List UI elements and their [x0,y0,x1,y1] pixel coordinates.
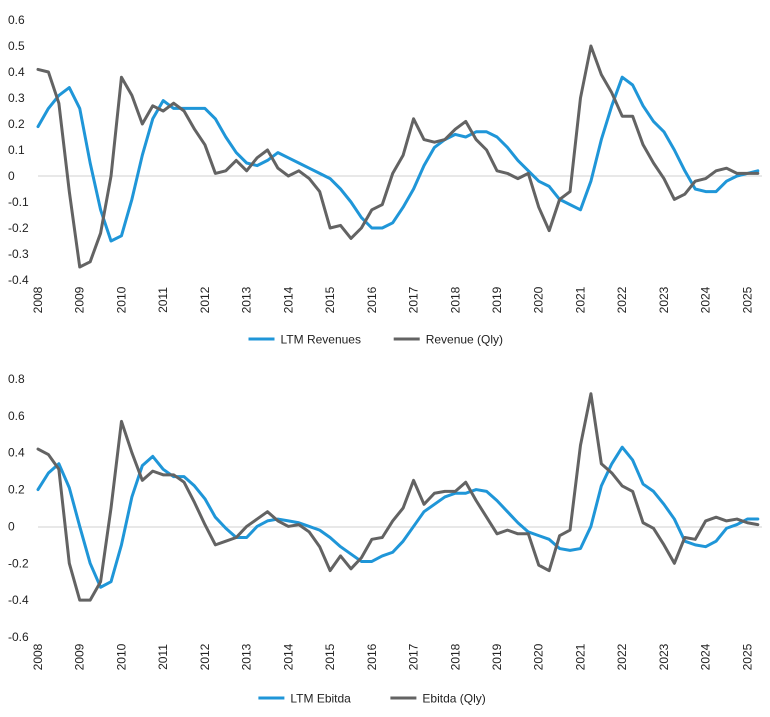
revenue-y-tick-label: -0.1 [8,195,29,209]
revenue-x-tick-label: 2014 [281,286,295,313]
ebitda-x-tick-label: 2019 [490,643,504,670]
ebitda-chart: -0.6 -0.4 -0.2 0 0.2 0.4 0.6 0.8 2008 2009 2010 201… [8,372,762,706]
revenue-x-tick-label: 2021 [573,286,587,313]
revenue-legend: LTM Revenues Revenue (Qly) [248,333,503,347]
ebitda-x-tick-label: 2021 [573,643,587,670]
revenue-y-tick-label: -0.4 [8,273,29,287]
legend-label-revenue-qly: Revenue (Qly) [426,333,503,347]
ebitda-x-tick-label: 2013 [240,643,254,670]
ebitda-x-tick-label: 2010 [114,643,128,670]
revenue-x-tick-label: 2020 [532,286,546,313]
revenue-x-tick-label: 2012 [198,286,212,313]
ebitda-x-tick-label: 2023 [657,643,671,670]
revenue-x-tick-label: 2023 [657,286,671,313]
revenue-x-tick-label: 2015 [323,286,337,313]
revenue-x-tick-label: 2010 [114,286,128,313]
ebitda-y-tick-label: 0.8 [8,372,25,386]
ebitda-legend: LTM Ebitda Ebitda (Qly) [258,692,486,706]
ebitda-x-tick-label: 2020 [532,643,546,670]
legend-label-ltm-ebitda: LTM Ebitda [290,692,351,706]
ebitda-x-tick-label: 2009 [73,643,87,670]
revenue-y-tick-label: 0.2 [8,117,25,131]
revenue-y-tick-label: 0.1 [8,143,25,157]
revenue-x-tick-label: 2009 [73,286,87,313]
revenue-x-tick-label: 2013 [240,286,254,313]
ebitda-x-tick-label: 2016 [365,643,379,670]
revenue-y-tick-label: 0.3 [8,91,25,105]
series-line-ltm-ebitda [36,445,760,589]
ebitda-y-tick-label: 0.4 [8,446,25,460]
revenue-x-tick-label: 2017 [407,286,421,313]
ebitda-x-tick-label: 2018 [448,643,462,670]
legend-label-ebitda-qly: Ebitda (Qly) [422,692,485,706]
revenue-y-tick-label: 0 [8,169,15,183]
ebitda-y-tick-label: 0.6 [8,409,25,423]
ebitda-x-tick-label: 2017 [407,643,421,670]
ebitda-x-tick-label: 2024 [699,643,713,670]
revenue-x-tick-label: 2011 [156,287,170,313]
ebitda-y-tick-label: 0.2 [8,483,25,497]
ebitda-x-tick-label: 2012 [198,643,212,670]
revenue-x-tick-label: 2019 [490,286,504,313]
revenue-chart: -0.4 -0.3 -0.2 -0.1 0 0.1 0.2 0.3 0.4 0.5 0.6 2008 2… [8,13,762,347]
ebitda-x-tick-label: 2008 [31,643,45,670]
revenue-y-tick-label: 0.5 [8,39,25,53]
ebitda-x-tick-label: 2025 [740,643,754,670]
series-line-ebitda-qly [36,392,760,602]
revenue-y-tick-label: 0.4 [8,65,25,79]
revenue-x-tick-label: 2016 [365,286,379,313]
ebitda-y-tick-label: -0.4 [8,593,29,607]
ebitda-y-tick-label: -0.6 [8,630,29,644]
legend-label-ltm-revenues: LTM Revenues [281,333,361,347]
ebitda-y-tick-label: -0.2 [8,556,29,570]
series-line-revenue-qly [36,44,760,269]
revenue-x-tick-label: 2025 [740,286,754,313]
revenue-y-tick-label: 0.6 [8,13,25,27]
ebitda-x-tick-label: 2022 [615,643,629,670]
revenue-x-tick-label: 2008 [31,286,45,313]
revenue-y-tick-label: -0.3 [8,247,29,261]
revenue-x-tick-label: 2022 [615,286,629,313]
revenue-x-tick-label: 2018 [448,286,462,313]
ebitda-x-tick-label: 2015 [323,643,337,670]
revenue-y-tick-label: -0.2 [8,221,29,235]
ebitda-y-tick-label: 0 [8,519,15,533]
revenue-x-tick-label: 2024 [699,286,713,313]
ebitda-x-tick-label: 2014 [281,643,295,670]
ebitda-x-tick-label: 2011 [156,644,170,670]
